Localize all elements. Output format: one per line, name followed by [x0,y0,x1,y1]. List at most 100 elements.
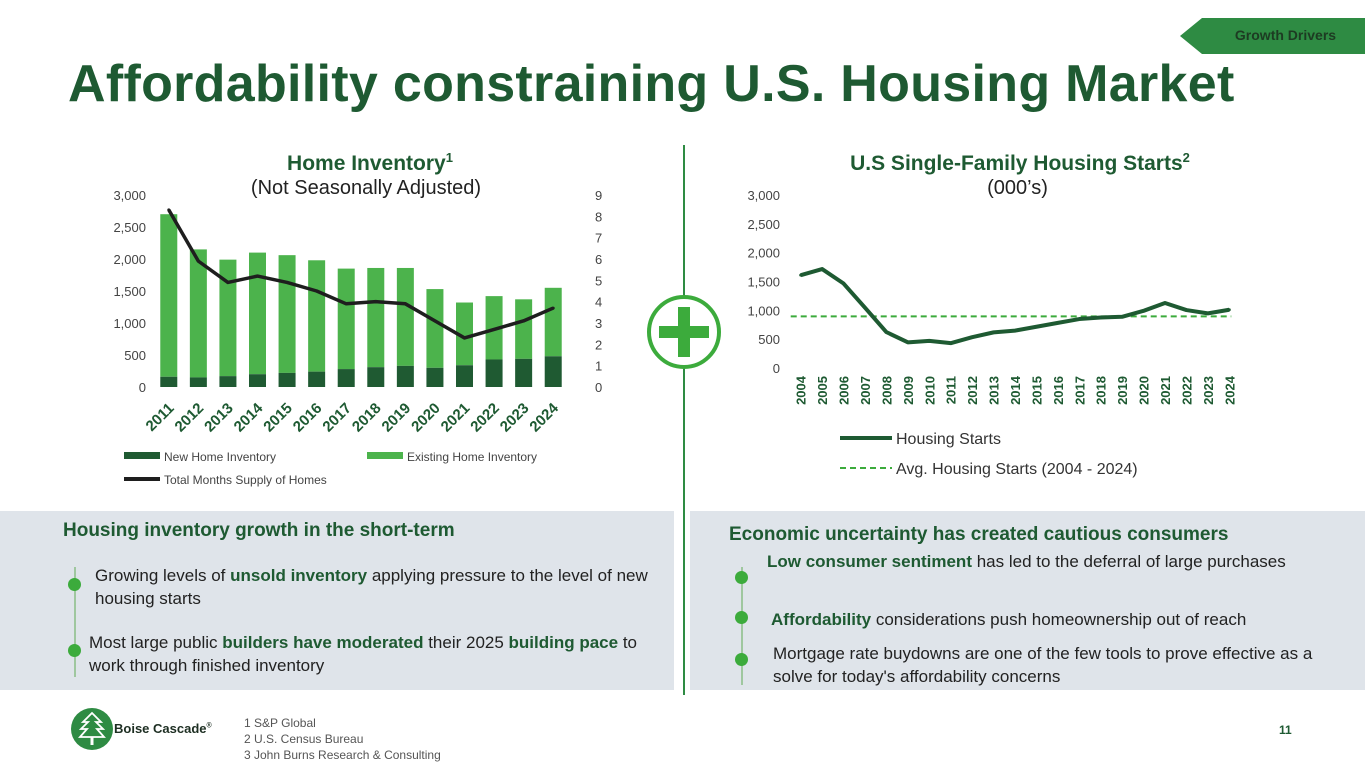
x-axis-tick-label: 2015 [1029,376,1044,405]
existing-inventory-bar [544,287,562,357]
housing-starts-point [1120,315,1124,319]
right-panel-heading: Economic uncertainty has created cautiou… [729,524,1229,545]
housing-starts-point [1142,309,1146,313]
new-inventory-bar [160,376,178,387]
left-chart-title-footnote: 1 [445,150,453,165]
new-inventory-bar [249,374,266,387]
new-inventory-bar [515,358,533,387]
new-inventory-bar [456,365,473,387]
x-axis-tick-label: 2021 [438,400,474,436]
housing-starts-point [1034,325,1038,329]
right-bullet-3: Mortgage rate buydowns are one of the fe… [773,644,1313,686]
x-axis-tick-label: 2011 [944,376,959,404]
y-axis-tick-label: 2,000 [113,252,146,267]
x-axis-tick-label: 2014 [231,399,267,435]
left-bullet-1: Growing levels of unsold inventory apply… [95,566,648,608]
y-axis-tick-label: 2,500 [747,217,780,232]
x-axis-tick-label: 2023 [497,400,533,436]
new-inventory-bar [426,367,444,387]
x-axis-tick-label: 2007 [858,376,873,405]
left-panel-heading: Housing inventory growth in the short-te… [63,520,455,541]
y-axis-tick-label: 500 [124,348,146,363]
y2-axis-tick-label: 9 [595,188,602,203]
footnote-2: 2 U.S. Census Bureau [244,732,364,746]
housing-starts-point [1099,315,1103,319]
footnotes: 1 S&P Global 2 U.S. Census Bureau 3 John… [244,715,441,763]
legend-swatch-new [124,452,160,459]
bullet-dot [68,578,81,591]
new-inventory-bar [189,377,207,387]
x-axis-tick-label: 2013 [201,400,237,436]
months-supply-point [344,302,348,306]
existing-inventory-bar [160,214,178,377]
y2-axis-tick-label: 3 [595,316,602,331]
footnote-3: 3 John Burns Research & Consulting [244,748,441,762]
existing-inventory-bar [219,259,237,377]
y-axis-tick-label: 1,000 [747,303,780,318]
x-axis-tick-label: 2022 [1179,376,1194,405]
right-bullet-2: Affordability considerations push homeow… [771,610,1247,629]
bullet-dot [735,611,748,624]
logo-text: Boise Cascade® [114,721,212,736]
housing-starts-point [1163,301,1167,305]
months-supply-point [285,280,289,284]
legend-swatch-existing [367,452,403,459]
y-axis-tick-label: 1,000 [113,316,146,331]
x-axis-tick-label: 2024 [1222,375,1237,405]
x-axis-tick-label: 2016 [290,400,326,436]
new-inventory-bar [219,376,237,387]
x-axis-tick-label: 2010 [922,376,937,405]
existing-inventory-bar [456,302,473,366]
y-axis-tick-label: 500 [758,332,780,347]
existing-inventory-bar [189,249,207,378]
y-axis-tick-label: 3,000 [113,188,146,203]
months-supply-point [433,319,437,323]
months-supply-point [403,302,407,306]
y2-axis-tick-label: 2 [595,337,602,352]
x-axis-tick-label: 2015 [260,400,296,436]
new-inventory-bar [367,367,385,387]
y-axis-tick-label: 2,500 [113,220,146,235]
x-axis-tick-label: 2023 [1201,376,1216,405]
housing-starts-point [1206,311,1210,315]
right-bullet-line [741,567,743,685]
housing-starts-point [1013,329,1017,333]
existing-inventory-bar [426,289,444,368]
x-axis-tick-label: 2012 [965,376,980,405]
housing-starts-point [842,282,846,286]
legend-label-existing: Existing Home Inventory [407,450,537,464]
y-axis-tick-label: 1,500 [747,275,780,290]
x-axis-tick-label: 2020 [408,400,444,436]
existing-inventory-bar [396,267,414,366]
x-axis-tick-label: 2024 [526,399,562,435]
x-axis-tick-label: 2019 [1115,376,1130,405]
vertical-divider [683,145,685,695]
new-inventory-bar [396,365,414,387]
left-bullet-line [74,567,76,677]
right-chart-title-text: U.S Single-Family Housing Starts [850,152,1183,175]
months-supply-point [551,306,555,310]
new-inventory-bar [308,371,326,387]
x-axis-tick-label: 2013 [987,376,1002,405]
x-axis-tick-label: 2012 [172,400,208,436]
bullet-dot [735,653,748,666]
y2-axis-tick-label: 7 [595,231,602,246]
x-axis-tick-label: 2021 [1158,376,1173,405]
company-logo: Boise Cascade® [70,707,220,751]
months-supply-point [463,336,466,340]
existing-inventory-bar [308,260,326,372]
legend-label-average: Avg. Housing Starts (2004 - 2024) [896,461,1138,478]
y-axis-tick-label: 3,000 [747,188,780,203]
new-inventory-bar [485,359,503,387]
bullet-dot [735,571,748,584]
housing-starts-point [863,306,867,310]
existing-inventory-bar [278,255,296,373]
y-axis-tick-label: 1,500 [113,284,146,299]
new-inventory-bar [337,369,355,387]
x-axis-tick-label: 2005 [815,376,830,405]
right-bullet-1: Low consumer sentiment has led to the de… [767,552,1286,571]
right-chart-title: U.S Single-Family Housing Starts2 [810,150,1230,176]
housing-starts-chart: 3,000 2,500 2,000 1,500 1,000 500 0 2004 2005 200… [747,188,1237,478]
legend-label-new: New Home Inventory [164,450,276,464]
housing-starts-point [949,341,953,345]
